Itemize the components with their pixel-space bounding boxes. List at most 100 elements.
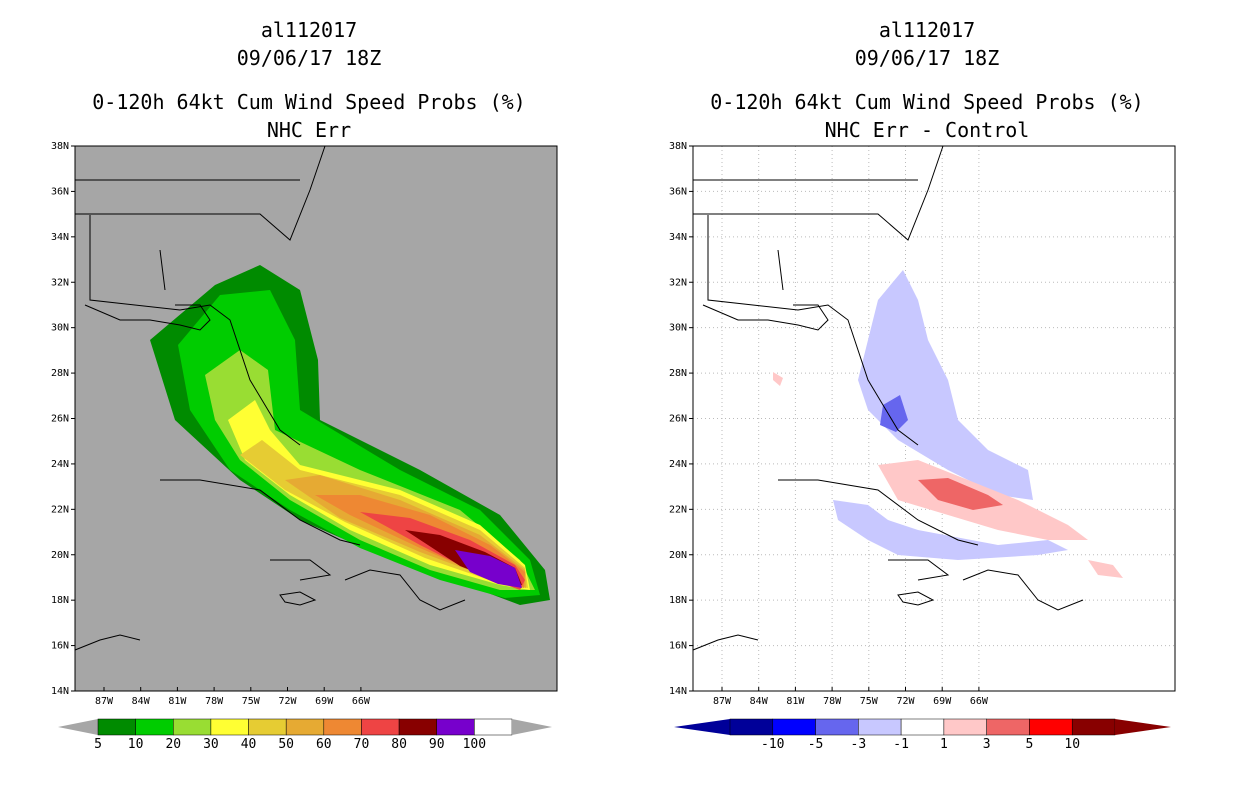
colorbar-label: 10 <box>1064 737 1080 752</box>
lat-label: 36N <box>669 186 687 197</box>
lat-label: 22N <box>669 504 687 515</box>
lon-label: 69W <box>315 696 334 707</box>
colorbar-arrow-right <box>512 719 552 735</box>
colorbar-label: 90 <box>429 737 445 752</box>
colorbar-segment <box>135 718 174 736</box>
colorbar-label: 30 <box>203 737 219 752</box>
lat-label: 28N <box>669 368 687 379</box>
colorbar-segment <box>474 718 513 736</box>
diff-neg-3 <box>880 395 908 432</box>
colorbar-label: 5 <box>1026 737 1034 752</box>
lat-label: 14N <box>669 686 687 697</box>
lat-axis: 38N 36N 34N 32N 30N 28N 26N 24N 22N 20N 18N 16N 14N <box>669 141 693 697</box>
lon-axis: 87W 84W 81W 78W 75W 72W 69W 66W <box>95 687 371 707</box>
forecast-time: 09/06/17 18Z <box>236 46 382 70</box>
lat-label: 28N <box>51 368 69 379</box>
colorbar-segment <box>323 718 362 736</box>
lat-label: 38N <box>669 141 687 152</box>
lon-label: 84W <box>132 696 151 707</box>
lon-label: 75W <box>860 696 879 707</box>
colorbar-segment <box>1029 718 1073 736</box>
lon-label: 78W <box>823 696 842 707</box>
lat-label: 20N <box>51 550 69 561</box>
colorbar-label: 70 <box>354 737 370 752</box>
colorbar-label: 40 <box>241 737 257 752</box>
colorbar-label: 50 <box>278 737 294 752</box>
lon-label: 87W <box>713 696 732 707</box>
lat-label: 30N <box>51 323 69 334</box>
lat-label: 36N <box>51 186 69 197</box>
right-panel: al112017 09/06/17 18Z 0-120h 64kt Cum Wi… <box>618 0 1236 800</box>
colorbar-segment <box>986 718 1030 736</box>
lon-label: 78W <box>205 696 224 707</box>
colorbar-segment <box>729 718 774 736</box>
lon-label: 87W <box>95 696 114 707</box>
colorbar-arrow-left <box>674 719 730 735</box>
lat-label: 24N <box>51 459 69 470</box>
lat-label: 16N <box>669 641 687 652</box>
lat-label: 34N <box>51 232 69 243</box>
colorbar-segment <box>398 718 437 736</box>
coastlines <box>692 145 1084 651</box>
lat-label: 32N <box>51 277 69 288</box>
probability-swath <box>150 265 550 605</box>
lon-label: 81W <box>786 696 805 707</box>
colorbar-segment <box>285 718 325 736</box>
lat-axis: 38N 36N 34N 32N 30N 28N 26N 24N 22N 20N 18N 16N 14N <box>51 141 75 697</box>
colorbar-label: 20 <box>165 737 181 752</box>
lon-axis: 87W 84W 81W 78W 75W 72W 69W 66W <box>713 687 989 707</box>
colorbar-label: 10 <box>128 737 144 752</box>
right-map: 38N36N34N32N30N28N26N24N22N20N18N16N14N … <box>669 141 1176 752</box>
diff-neg-1 <box>858 270 1033 500</box>
lon-label: 75W <box>242 696 261 707</box>
colorbar-segment <box>210 718 249 736</box>
left-map: 38N36N34N32N30N28N26N24N22N20N18N16N14N … <box>51 141 558 752</box>
colorbar-label: -5 <box>808 737 824 752</box>
lat-label: 30N <box>669 323 687 334</box>
panel-subtitle: NHC Err <box>266 118 352 142</box>
colorbar-segment <box>361 718 400 736</box>
colorbar-segment <box>1071 718 1116 736</box>
lat-label: 24N <box>669 459 687 470</box>
swath-90 <box>455 550 522 588</box>
colorbar-segment <box>815 718 859 736</box>
lat-label: 14N <box>51 686 69 697</box>
left-panel: al112017 09/06/17 18Z 0-120h 64kt Cum Wi… <box>51 18 558 752</box>
lon-label: 72W <box>278 696 297 707</box>
lon-label: 69W <box>933 696 952 707</box>
storm-id: al112017 <box>878 18 976 42</box>
lat-label: 18N <box>51 595 69 606</box>
colorbar-segment <box>248 718 287 736</box>
lat-label: 26N <box>51 414 69 425</box>
lat-label: 34N <box>669 232 687 243</box>
colorbar-arrow-right <box>1115 719 1171 735</box>
difference-field <box>773 270 1123 578</box>
colorbar-segment <box>900 718 945 736</box>
lat-label: 22N <box>51 504 69 515</box>
colorbar-label: 80 <box>391 737 407 752</box>
storm-id: al112017 <box>260 18 358 42</box>
diff-neg-1 <box>833 500 1068 560</box>
colorbar-segment <box>943 718 987 736</box>
colorbar-label: 1 <box>940 737 948 752</box>
colorbar-label: -10 <box>761 737 784 752</box>
lat-label: 16N <box>51 641 69 652</box>
lat-label: 20N <box>669 550 687 561</box>
colorbar-segment <box>772 718 816 736</box>
panel-subtitle: NHC Err - Control <box>824 118 1030 142</box>
lat-label: 32N <box>669 277 687 288</box>
colorbar-arrow-left <box>58 719 98 735</box>
colorbar-label: -3 <box>851 737 867 752</box>
colorbar-label: 5 <box>94 737 102 752</box>
coastlines <box>74 145 466 651</box>
colorbar-label: -1 <box>893 737 909 752</box>
colorbar: 5 10 20 30 40 50 60 70 80 90 100 <box>58 718 552 752</box>
lat-label: 18N <box>669 595 687 606</box>
lon-label: 72W <box>896 696 915 707</box>
colorbar-label: 3 <box>983 737 991 752</box>
lon-label: 66W <box>352 696 371 707</box>
product-title: 0-120h 64kt Cum Wind Speed Probs (%) <box>92 90 526 114</box>
colorbar-segment <box>436 718 475 736</box>
colorbar-segment <box>858 718 902 736</box>
colorbar-label: 100 <box>463 737 486 752</box>
